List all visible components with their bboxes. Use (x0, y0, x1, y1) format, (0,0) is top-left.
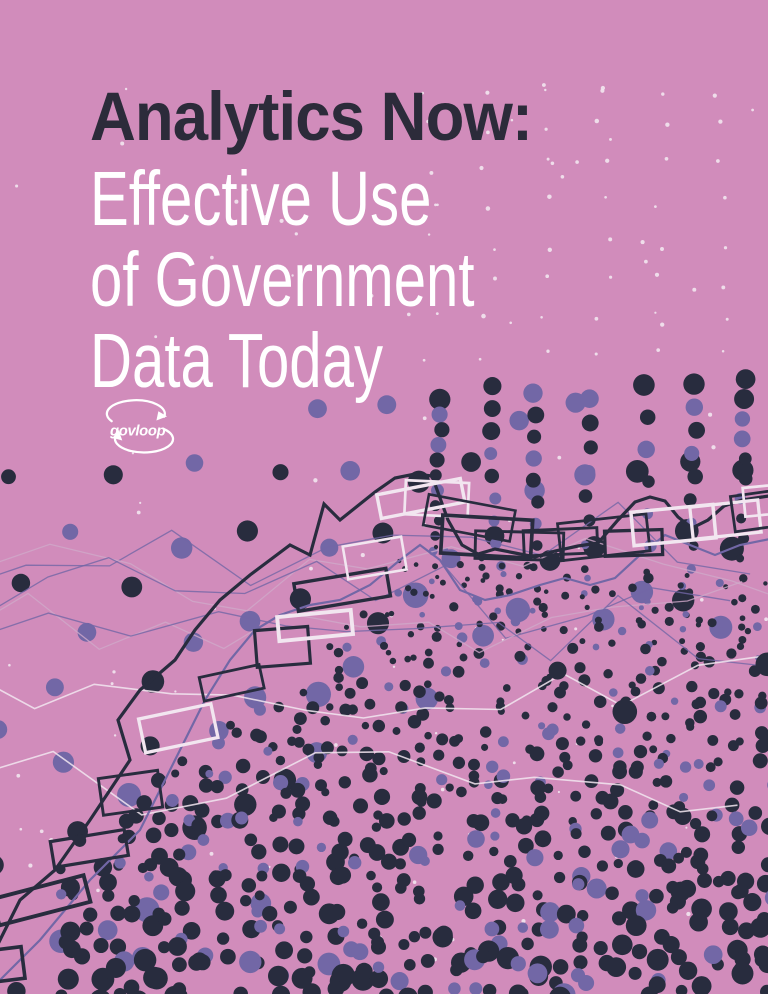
svg-text:govloop: govloop (109, 424, 166, 440)
